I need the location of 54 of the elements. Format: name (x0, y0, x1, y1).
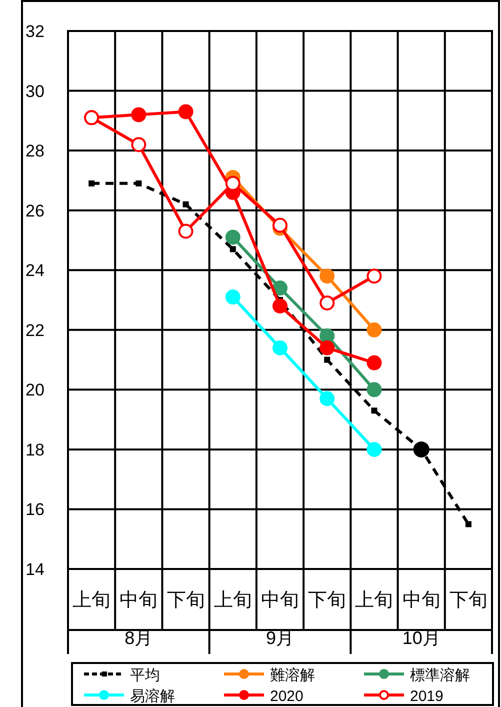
point (272, 218, 288, 233)
point (320, 328, 335, 344)
legend-label: 2020 (270, 688, 304, 705)
point (320, 391, 335, 406)
point (371, 408, 378, 414)
point (131, 107, 146, 122)
point (272, 298, 288, 314)
y-tick-label: 30 (26, 82, 44, 101)
point (182, 201, 189, 208)
point (272, 280, 288, 296)
legend-label: 標準溶解 (410, 667, 470, 684)
x-tick-label: 上旬 (355, 590, 394, 611)
legend-label: 平均 (130, 667, 160, 684)
x-tick-label: 中旬 (120, 590, 158, 611)
x-tick-label: 下旬 (166, 590, 205, 611)
legend-label: 易溶解 (130, 688, 175, 705)
point (320, 268, 335, 284)
point (225, 176, 240, 191)
y-tick-label: 26 (26, 201, 44, 220)
x-tick-label: 中旬 (402, 590, 440, 611)
point (225, 230, 240, 245)
point (320, 340, 335, 356)
x-tick-label: 上旬 (214, 590, 252, 611)
point (272, 340, 288, 356)
y-tick-label: 24 (26, 261, 44, 280)
legend-label: 難溶解 (270, 667, 315, 684)
y-tick-label: 32 (26, 22, 44, 41)
point (230, 246, 236, 252)
point (465, 521, 472, 528)
point (178, 104, 194, 120)
x-tick-label: 下旬 (308, 590, 346, 611)
y-tick-label: 16 (26, 500, 44, 520)
y-tick-label: 20 (26, 380, 44, 400)
point (136, 180, 142, 186)
point (225, 290, 240, 305)
point (413, 441, 430, 458)
point (366, 322, 382, 338)
y-tick-label: 22 (26, 320, 44, 340)
point (366, 442, 382, 457)
point (88, 180, 95, 186)
point (366, 268, 382, 284)
y-tick-label: 14 (26, 560, 44, 579)
point (320, 295, 335, 310)
legend-label: 2019 (410, 688, 444, 705)
x-tick-label: 下旬 (449, 590, 488, 611)
y-tick-label: 18 (26, 440, 44, 460)
point (366, 382, 382, 398)
point (131, 137, 146, 152)
y-tick-label: 28 (26, 142, 44, 161)
x-tick-label: 中旬 (261, 590, 299, 611)
point (324, 356, 330, 363)
x-tick-label: 上旬 (72, 590, 111, 611)
point (366, 355, 382, 370)
point (178, 224, 194, 239)
